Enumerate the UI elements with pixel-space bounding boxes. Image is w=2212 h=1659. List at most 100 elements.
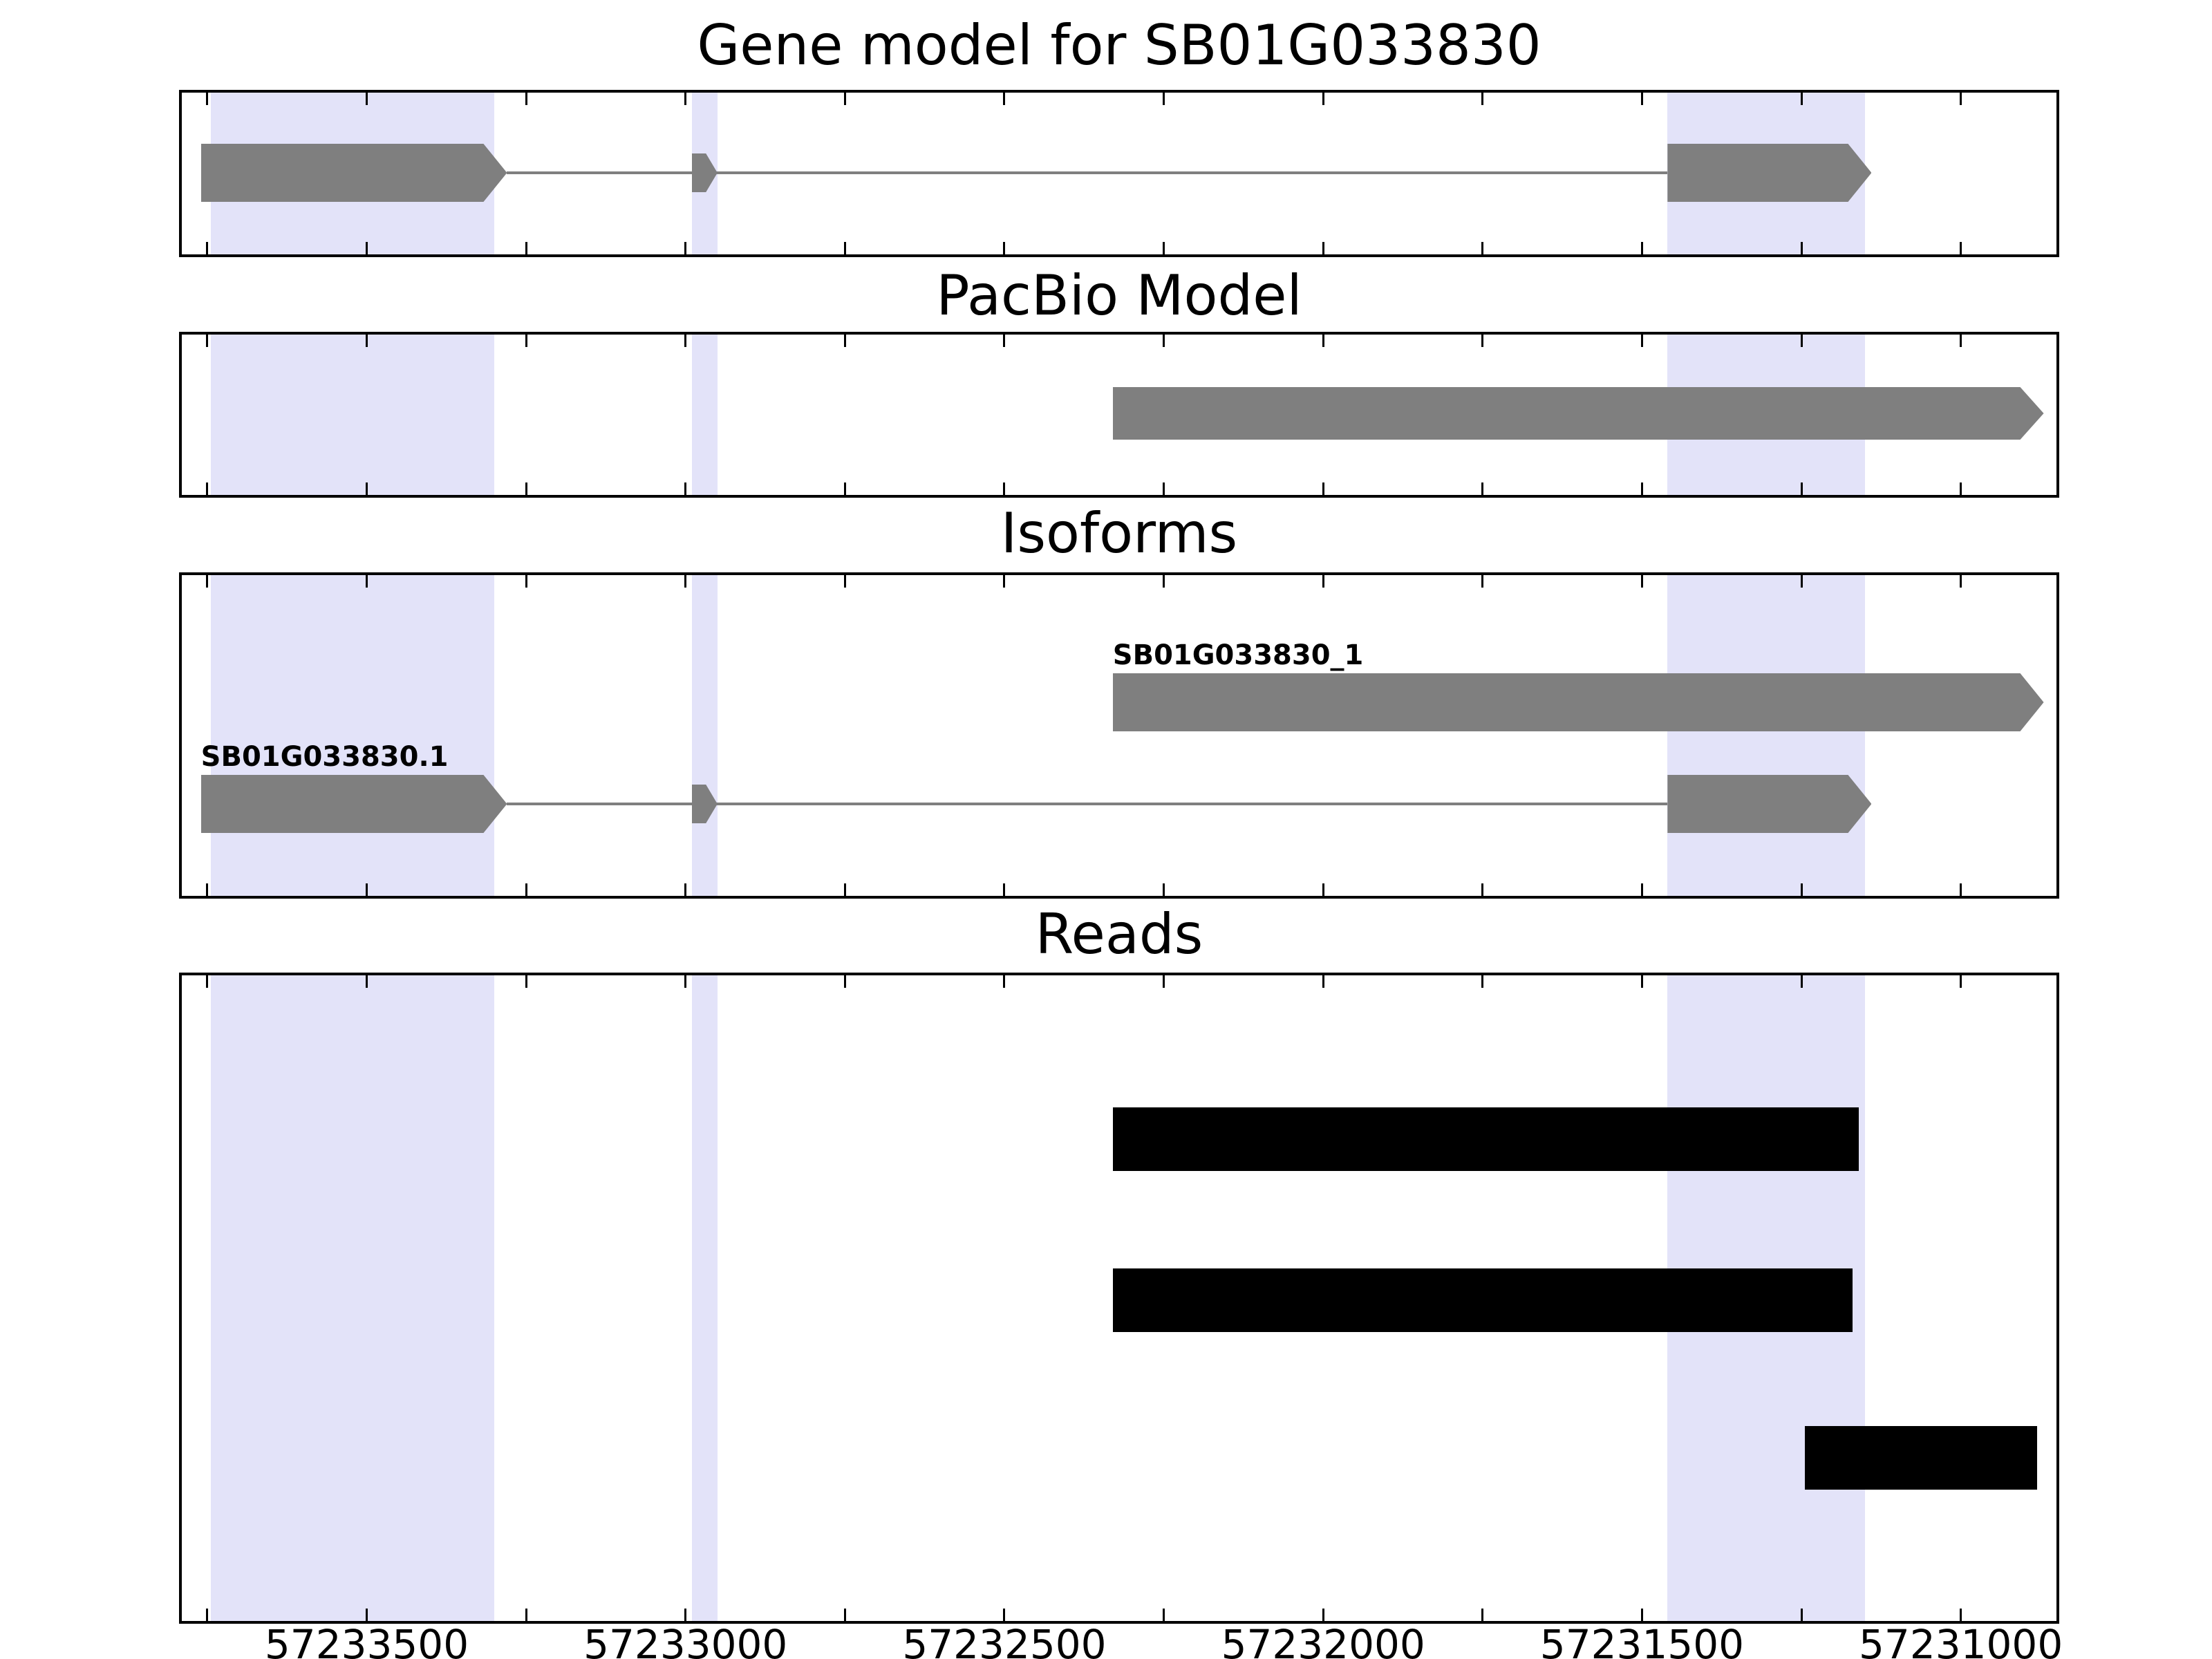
axis-tick [525,242,527,254]
read-bar [1112,1107,1859,1171]
exon-arrow [1112,673,2044,731]
isoform-label: SB01G033830.1 [200,741,449,773]
axis-tick [684,93,687,105]
axis-tick [1003,335,1006,347]
axis-tick [684,335,687,347]
axis-tick [1322,575,1324,588]
intron-line [507,171,1668,174]
axis-tick [206,93,209,105]
axis-tick [1800,575,1803,588]
axis-tick [1960,975,1962,988]
axis-tick [1960,335,1962,347]
panel-isoforms: SB01G033830_1 SB01G033830.1 [179,572,2059,899]
axis-tick [1163,883,1165,896]
axis-tick [843,93,846,105]
axis-tick [206,1609,209,1621]
axis-tick [1481,1609,1484,1621]
axis-tick [1003,1609,1006,1621]
panel-title-pacbio-model: PacBio Model [936,263,1302,328]
axis-tick [1960,482,1962,495]
axis-tick [206,482,209,495]
axis-tick [1800,1609,1803,1621]
panel-title-gene-model: Gene model for SB01G033830 [697,13,1541,77]
axis-tick [843,575,846,588]
axis-tick [1163,242,1165,254]
axis-tick [366,335,368,347]
axis-tick [1960,1609,1962,1621]
x-tick-label: 57233500 [264,1621,469,1659]
panel-gene-model [179,90,2059,257]
axis-tick [206,335,209,347]
exon-arrow [1667,775,1872,833]
axis-tick [684,1609,687,1621]
axis-tick [1163,335,1165,347]
axis-tick [525,93,527,105]
axis-tick [1003,975,1006,988]
panel-title-isoforms: Isoforms [1000,501,1238,565]
axis-tick [1640,93,1643,105]
panel-reads [179,973,2059,1624]
axis-tick [1163,1609,1165,1621]
axis-tick [1163,482,1165,495]
axis-tick [1481,975,1484,988]
axis-tick [1003,482,1006,495]
axis-tick [1003,93,1006,105]
x-axis-tick-labels: 57233500 57233000 57232500 57232000 57231500… [182,1621,2063,1659]
axis-tick [1322,93,1324,105]
isoform-label: SB01G033830_1 [1112,639,1364,671]
highlight-region [691,335,718,495]
highlight-region [210,335,494,495]
axis-tick [1960,242,1962,254]
axis-tick [525,575,527,588]
axis-tick [684,242,687,254]
axis-tick [1640,482,1643,495]
axis-tick [366,575,368,588]
axis-tick [684,975,687,988]
exon-arrow [200,775,507,833]
axis-tick [843,883,846,896]
axis-tick [1163,575,1165,588]
axis-tick [1640,242,1643,254]
panel-pacbio-model [179,332,2059,498]
axis-tick [684,883,687,896]
axis-tick [366,1609,368,1621]
axis-tick [206,883,209,896]
exon-arrow [1112,387,2044,440]
axis-tick [1800,482,1803,495]
read-bar [1112,1268,1853,1332]
axis-tick [1003,883,1006,896]
axis-tick [1481,482,1484,495]
axis-tick [1800,242,1803,254]
x-tick-label: 57231500 [1539,1621,1745,1659]
axis-tick [1800,93,1803,105]
axis-tick [525,335,527,347]
axis-tick [525,482,527,495]
highlight-region [210,975,494,1621]
axis-tick [1800,975,1803,988]
highlight-region [210,575,494,896]
axis-tick [1322,335,1324,347]
highlight-region [1667,575,1866,896]
axis-tick [366,975,368,988]
axis-tick [525,1609,527,1621]
axis-tick [843,975,846,988]
axis-tick [684,575,687,588]
read-bar [1804,1426,2038,1490]
axis-tick [525,975,527,988]
axis-tick [1481,93,1484,105]
axis-tick [1800,883,1803,896]
axis-tick [1640,975,1643,988]
axis-tick [1322,975,1324,988]
axis-tick [1322,1609,1324,1621]
axis-tick [1003,242,1006,254]
axis-tick [1481,242,1484,254]
axis-tick [1322,883,1324,896]
x-tick-label: 57233000 [583,1621,788,1659]
panel-title-reads: Reads [1035,902,1203,966]
axis-tick [843,1609,846,1621]
axis-tick [206,975,209,988]
axis-tick [843,335,846,347]
axis-tick [1481,883,1484,896]
axis-tick [366,482,368,495]
